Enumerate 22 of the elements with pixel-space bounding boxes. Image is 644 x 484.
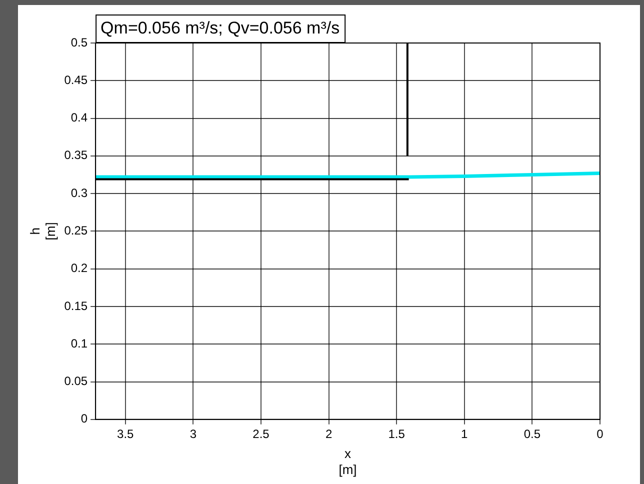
y-tick-label: 0.35 xyxy=(64,148,88,162)
y-tick-label: 0.2 xyxy=(70,261,88,276)
y-axis-title: h [m] xyxy=(27,222,58,240)
x-tick-label: 3 xyxy=(190,426,197,441)
y-tick-label: 0.4 xyxy=(70,110,88,125)
x-axis-title: x [m] xyxy=(338,446,357,477)
y-tick-label: 0.5 xyxy=(70,35,88,50)
x-tick-label: 2.5 xyxy=(252,426,270,441)
y-tick-label: 0.25 xyxy=(64,224,88,238)
y-tick-label: 0.1 xyxy=(70,336,88,350)
y-tick-label: 0.05 xyxy=(64,374,88,388)
y-tick-label: 0 xyxy=(80,412,88,426)
x-tick-label: 1 xyxy=(461,426,468,441)
y-tick-label: 0.15 xyxy=(64,298,88,313)
y-tick-label: 0.45 xyxy=(64,72,88,87)
x-tick-label: 3.5 xyxy=(117,426,134,441)
y-tick-label: 0.3 xyxy=(70,186,88,200)
x-tick-label: 0.5 xyxy=(524,426,541,441)
chart-title: Qm=0.056 m³/s; Qv=0.056 m³/s xyxy=(100,18,340,38)
x-tick-label: 0 xyxy=(596,426,604,441)
x-tick-label: 2 xyxy=(325,426,332,441)
x-tick-label: 1.5 xyxy=(388,426,406,441)
